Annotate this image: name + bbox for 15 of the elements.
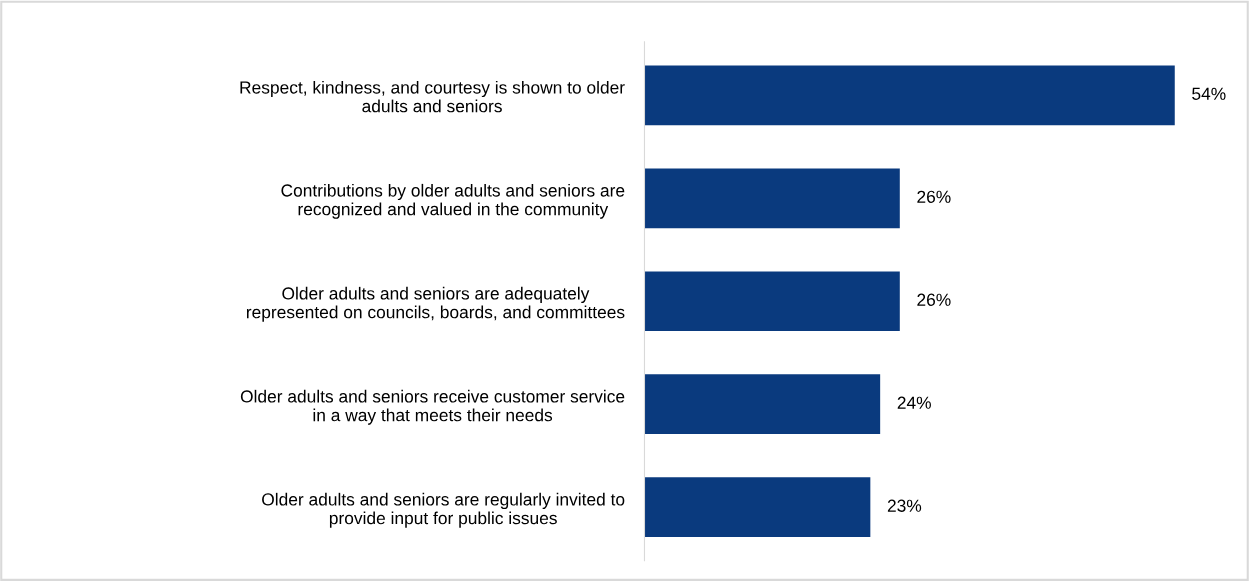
data-label: 23% <box>887 499 922 512</box>
y-tick-label: Older adults and seniors are regularly invited to provide input for public issues <box>262 492 625 528</box>
y-tick-label: Contributions by older adults and seniors are recognized and valued in the community <box>281 183 625 219</box>
y-tick-label: Older adults and seniors are adequately represented on councils, boards, and committees <box>246 286 625 322</box>
data-label: 24% <box>897 396 931 409</box>
bar <box>644 65 1175 126</box>
y-tick-label: Respect, kindness, and courtesy is shown to older adults and seniors <box>240 80 625 113</box>
data-label: 54% <box>1192 87 1226 100</box>
bar <box>644 168 900 229</box>
bar <box>644 477 871 538</box>
y-tick-label: Older adults and seniors receive customer service in a way that meets their needs <box>240 389 625 425</box>
data-label: 26% <box>917 190 951 203</box>
bar <box>644 271 900 332</box>
data-label: 26% <box>917 293 951 306</box>
bar <box>644 374 881 435</box>
